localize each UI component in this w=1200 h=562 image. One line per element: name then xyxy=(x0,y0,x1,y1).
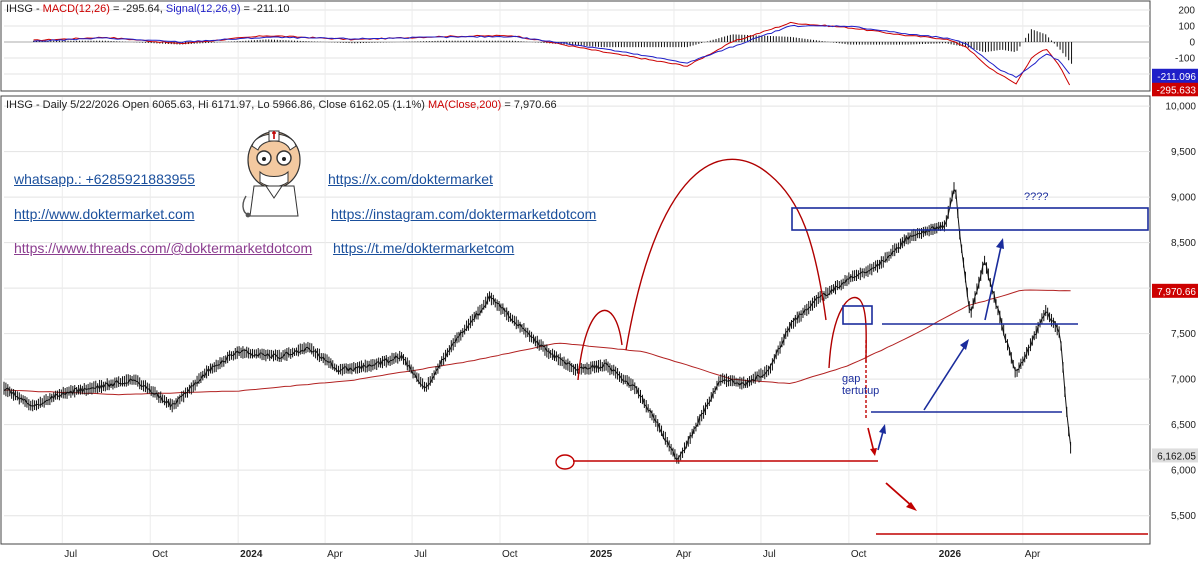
x-tick-label: Apr xyxy=(327,549,343,560)
x-tick-label: 2025 xyxy=(590,549,613,560)
arc-small-left xyxy=(577,309,623,381)
website-link[interactable]: http://www.doktermarket.com xyxy=(14,206,195,222)
gap-annotation-line2: tertutup xyxy=(842,385,879,397)
macd-y-tick-label: 200 xyxy=(1178,6,1195,17)
arrow-down-small xyxy=(867,427,875,453)
close-last-value: 6,162.05 xyxy=(1157,451,1196,462)
question-annotation: ???? xyxy=(1024,191,1048,203)
price-y-tick-label: 10,000 xyxy=(1165,102,1196,113)
telegram-link[interactable]: https://t.me/doktermarketcom xyxy=(333,240,515,256)
x-tick-label: Oct xyxy=(502,549,518,560)
close-last-value-bg xyxy=(1152,448,1198,463)
close-line xyxy=(3,188,1072,461)
arc-right xyxy=(828,296,867,369)
arrow-down xyxy=(885,482,914,508)
price-panel-label: IHSG - Daily 5/22/2026 Open 6065.63, Hi … xyxy=(6,99,557,111)
signal-last-value-bg xyxy=(1152,68,1198,83)
price-lines xyxy=(3,182,1072,464)
macd-last-value: -295.633 xyxy=(1157,85,1197,96)
price-y-tick-label: 7,000 xyxy=(1171,375,1196,386)
x-tick-label: Jul xyxy=(763,549,776,560)
macd-panel-frame xyxy=(0,0,1151,92)
x-tick-label: Apr xyxy=(1025,549,1041,560)
price-y-tick-label: 8,500 xyxy=(1171,238,1196,249)
last-value-badges: -295.633 -211.096 7,970.66 6,162.05 xyxy=(1152,68,1198,463)
macd-line xyxy=(33,21,1071,86)
x-link[interactable]: https://x.com/doktermarket xyxy=(328,171,493,187)
price-y-tick-label: 6,000 xyxy=(1171,466,1196,477)
instagram-link[interactable]: https://instagram.com/doktermarketdotcom xyxy=(331,206,597,222)
price-y-tick-label: 5,500 xyxy=(1171,511,1196,522)
ma-last-value-bg xyxy=(1152,283,1198,298)
doctor-avatar-icon xyxy=(242,130,301,218)
x-axis: Jul Oct 2024 Apr Jul Oct 2025 Apr Jul Oct 2026 Apr xyxy=(64,549,1041,560)
price-grid xyxy=(4,97,1150,543)
macd-panel-label: IHSG - MACD(12,26) = -295.64, Signal(12,… xyxy=(6,3,290,15)
x-tick-label: Jul xyxy=(414,549,427,560)
x-tick-label: Oct xyxy=(152,549,168,560)
macd-lines xyxy=(33,21,1071,86)
price-panel-frame xyxy=(0,95,1151,545)
macd-y-tick-label: 0 xyxy=(1189,38,1195,49)
macd-histogram xyxy=(33,29,1073,64)
signal-line xyxy=(33,24,1070,78)
macd-y-tick-label: 100 xyxy=(1178,22,1195,33)
arc-large xyxy=(625,158,827,351)
threads-link[interactable]: https://www.threads.com/@doktermarketdot… xyxy=(14,240,313,256)
price-y-tick-label: 9,500 xyxy=(1171,147,1196,158)
arrow-up-2 xyxy=(984,241,1003,321)
ma-last-value: 7,970.66 xyxy=(1157,287,1196,298)
x-tick-label: Jul xyxy=(64,549,77,560)
bottom-circle xyxy=(555,454,575,470)
resistance-box-mid xyxy=(842,305,873,325)
macd-last-value-bg xyxy=(1152,82,1198,97)
price-y-tick-label: 9,000 xyxy=(1171,193,1196,204)
macd-y-tick-label: -100 xyxy=(1175,54,1195,65)
x-tick-label: Apr xyxy=(676,549,692,560)
resistance-box-top xyxy=(791,207,1149,231)
annotation-drawings xyxy=(555,158,1149,535)
x-tick-label: Oct xyxy=(851,549,867,560)
arrow-up-1 xyxy=(923,342,968,411)
x-tick-label: 2026 xyxy=(939,549,962,560)
whatsapp-link[interactable]: whatsapp.: +6285921883955 xyxy=(14,171,195,187)
price-y-tick-label: 7,500 xyxy=(1171,329,1196,340)
gap-annotation-line1: gap xyxy=(842,373,860,385)
x-tick-label: 2024 xyxy=(240,549,263,560)
signal-last-value: -211.096 xyxy=(1157,72,1196,83)
price-y-tick-label: 6,500 xyxy=(1171,420,1196,431)
